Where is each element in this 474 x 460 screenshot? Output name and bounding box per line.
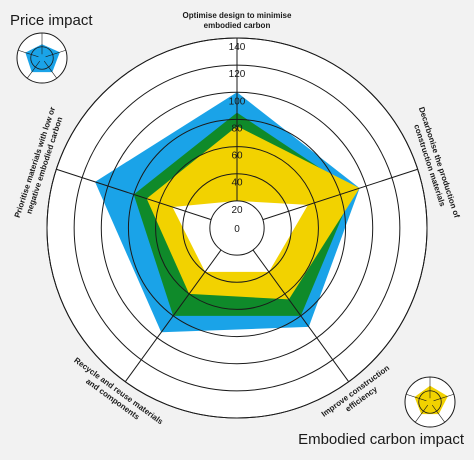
embodied-carbon-impact-title: Embodied carbon impact	[298, 431, 464, 448]
price-impact-icon	[16, 32, 68, 84]
axis-label-line: embodied carbon	[204, 21, 271, 30]
tick-label-20: 20	[231, 205, 243, 216]
price-impact-icon-spoke	[43, 60, 57, 79]
embodied-carbon-icon	[404, 376, 456, 428]
tick-label-120: 120	[229, 69, 246, 80]
tick-label-140: 140	[229, 42, 246, 53]
embodied-carbon-icon-spoke	[415, 404, 429, 423]
embodied-carbon-icon-spoke	[406, 393, 427, 402]
axis-spoke-3	[124, 249, 222, 383]
axis-spoke-1	[262, 168, 418, 221]
embodied-carbon-icon-spoke	[431, 404, 445, 423]
price-impact-title: Price impact	[10, 12, 93, 29]
price-impact-icon-spoke	[27, 60, 41, 79]
price-impact-icon-spoke	[18, 49, 39, 58]
series-polygon-inner_white	[172, 200, 308, 272]
tick-label-100: 100	[229, 96, 246, 107]
price-impact-icon-spoke	[45, 49, 66, 58]
axis-spoke-4	[56, 168, 212, 221]
tick-label-0: 0	[234, 224, 240, 235]
tick-label-60: 60	[231, 151, 243, 162]
axis-spoke-2	[252, 249, 350, 383]
axis-label-line: Optimise design to minimise	[183, 11, 292, 20]
tick-label-80: 80	[231, 123, 243, 134]
embodied-carbon-icon-spoke	[433, 393, 454, 402]
tick-label-40: 40	[231, 178, 243, 189]
